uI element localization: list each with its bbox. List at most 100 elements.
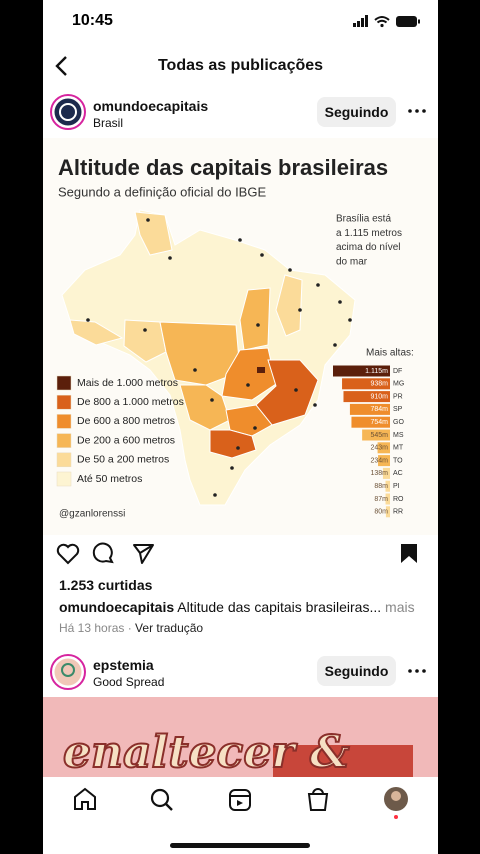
ranking-value: 910m bbox=[370, 393, 388, 400]
map-state bbox=[221, 347, 277, 401]
map-state bbox=[275, 274, 303, 337]
legend-swatch bbox=[56, 452, 72, 468]
legend-label: De 200 a 600 metros bbox=[77, 434, 175, 446]
ranking-value: 545m bbox=[370, 432, 388, 439]
image-title: Altitude das capitais brasileiras bbox=[58, 155, 388, 180]
notification-dot bbox=[394, 815, 398, 819]
location[interactable]: Brasil bbox=[93, 116, 124, 130]
ranking-bar bbox=[362, 429, 390, 441]
post-image: Altitude das capitais brasileiras Segund… bbox=[43, 138, 438, 535]
ranking-bar bbox=[385, 506, 390, 518]
caption: omundoecapitais Altitude das capitais br… bbox=[59, 599, 415, 615]
follow-button[interactable]: Seguindo bbox=[317, 97, 396, 127]
ranking-bar bbox=[349, 403, 390, 415]
ranking-value: 88m bbox=[374, 483, 388, 490]
nav-icons bbox=[74, 787, 408, 819]
post-image: enaltecer & bbox=[43, 697, 438, 777]
bottom-nav bbox=[43, 777, 438, 854]
ranking-state: RO bbox=[393, 496, 404, 503]
map-state bbox=[134, 211, 173, 256]
annotation-line: a 1.115 metros bbox=[336, 228, 402, 239]
ranking-bar bbox=[385, 480, 390, 492]
nav-search[interactable] bbox=[150, 788, 173, 811]
location[interactable]: Good Spread bbox=[93, 675, 165, 689]
credit: @gzanlorenssi bbox=[59, 509, 125, 520]
caption-username[interactable]: omundoecapitais bbox=[59, 599, 175, 615]
annotation-line: Brasília está bbox=[336, 214, 391, 225]
caption-more[interactable]: mais bbox=[385, 599, 415, 615]
map-state bbox=[257, 367, 265, 373]
legend-label: Mais de 1.000 metros bbox=[77, 377, 178, 389]
ranking-bar bbox=[351, 416, 390, 428]
annotation-line: do mar bbox=[336, 257, 368, 268]
ranking-value: 138m bbox=[370, 470, 388, 477]
legend-swatch bbox=[56, 471, 72, 487]
home-indicator bbox=[170, 843, 310, 848]
more-options[interactable] bbox=[407, 666, 427, 676]
like-button[interactable] bbox=[56, 543, 80, 565]
ranking-state: TO bbox=[393, 457, 403, 464]
ranking-state: PR bbox=[393, 393, 403, 400]
ranking-state: MT bbox=[393, 445, 404, 452]
ranking-bar bbox=[342, 378, 390, 390]
legend-label: Até 50 metros bbox=[77, 473, 142, 485]
nav-shop[interactable] bbox=[307, 788, 329, 811]
map-state bbox=[239, 287, 271, 351]
more-options[interactable] bbox=[407, 106, 427, 116]
ranking-value: 938m bbox=[370, 381, 388, 388]
ranking-state: AC bbox=[393, 470, 403, 477]
ranking-bar bbox=[385, 493, 390, 505]
legend-swatch bbox=[56, 433, 72, 448]
post-meta: Há 13 horas · Ver tradução bbox=[59, 621, 204, 635]
legend-label: De 50 a 200 metros bbox=[77, 454, 169, 466]
ranking-bar bbox=[378, 455, 390, 467]
caption-text: Altitude das capitais brasileiras... bbox=[177, 599, 382, 615]
map-state bbox=[255, 359, 319, 426]
legend-label: De 600 a 800 metros bbox=[77, 415, 175, 427]
ranking-value: 87m bbox=[374, 496, 388, 503]
image-text: enaltecer & bbox=[62, 726, 351, 777]
image-shape bbox=[273, 745, 413, 777]
ranking-bar bbox=[382, 467, 390, 479]
ranking-state: MG bbox=[393, 381, 404, 388]
ranking-bar bbox=[333, 365, 390, 377]
ranking-title: Mais altas: bbox=[366, 348, 414, 359]
header-title: Todas as publicações bbox=[157, 57, 324, 74]
nav-profile[interactable] bbox=[384, 787, 408, 811]
likes[interactable]: 1.253 curtidas bbox=[59, 577, 153, 593]
share-button[interactable] bbox=[133, 544, 154, 564]
ranking-state: GO bbox=[393, 419, 404, 426]
ranking-value: 234m bbox=[370, 457, 388, 464]
action-bar bbox=[56, 542, 417, 565]
comment-button[interactable] bbox=[92, 542, 114, 564]
ranking-bar bbox=[377, 442, 390, 454]
annotation-line: acima do nível bbox=[336, 242, 400, 253]
legend-swatch bbox=[56, 414, 72, 429]
status-time: 10:45 bbox=[72, 12, 113, 29]
ranking-state: SP bbox=[393, 406, 403, 413]
avatar[interactable] bbox=[50, 654, 86, 690]
ranking-state: PI bbox=[393, 483, 400, 490]
ranking-value: 784m bbox=[370, 406, 388, 413]
map-state bbox=[123, 319, 167, 363]
save-button[interactable] bbox=[401, 544, 417, 563]
map-state bbox=[225, 404, 273, 437]
ranking-value: 243m bbox=[370, 445, 388, 452]
username[interactable]: omundoecapitais bbox=[93, 98, 209, 114]
status-icons bbox=[353, 15, 420, 28]
follow-button[interactable]: Seguindo bbox=[317, 656, 396, 686]
username[interactable]: epstemia bbox=[93, 657, 154, 673]
legend-label: De 800 a 1.000 metros bbox=[77, 396, 184, 408]
back-button[interactable] bbox=[53, 55, 73, 77]
nav-home[interactable] bbox=[74, 787, 96, 810]
legend-swatch bbox=[56, 394, 72, 410]
screen: 10:45 Todas as publicações omundoecapita… bbox=[43, 0, 438, 854]
nav-reels[interactable] bbox=[229, 789, 251, 811]
ranking-state: RR bbox=[393, 509, 403, 516]
image-subtitle: Segundo a definição oficial do IBGE bbox=[58, 184, 266, 199]
ranking-value: 1.115m bbox=[365, 368, 388, 375]
map-state bbox=[209, 429, 257, 459]
avatar[interactable] bbox=[50, 94, 86, 130]
ranking-bar bbox=[343, 391, 390, 403]
translate-link[interactable]: Ver tradução bbox=[135, 621, 204, 635]
